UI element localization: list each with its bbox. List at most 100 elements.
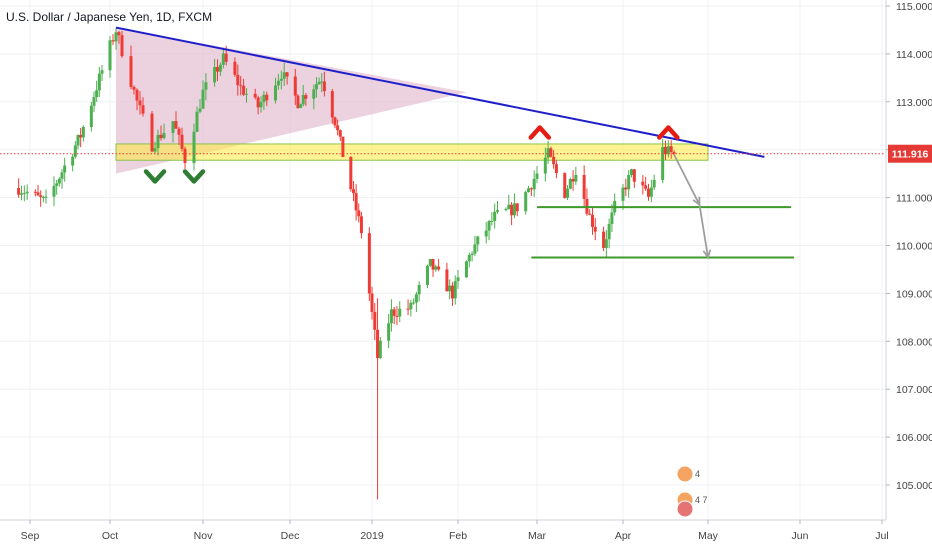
candle-body [409,302,413,310]
candle-body [224,53,228,62]
candle-body [239,85,243,87]
candle-body [71,156,75,166]
event-badge-label: 4 7 [695,495,708,505]
candle-body [546,148,550,158]
candle-body [132,86,136,90]
candle-body [259,102,263,108]
candle-body [320,81,324,83]
candle-body [336,125,340,131]
peak-marker-icon [528,125,552,140]
candle-body [566,188,570,198]
candle-body [414,294,418,303]
triangle-pattern-layer [116,27,467,174]
candle-body [510,204,514,216]
candle-body [129,56,133,87]
candle-body [221,53,225,65]
resistance-zone [115,143,709,161]
candle-body [431,259,435,270]
candle-body [177,128,181,135]
candle-body [57,178,61,184]
price-tick-label: 115.000 [896,1,932,13]
candle-body [370,293,374,312]
candle-body [92,97,96,106]
candle-body [437,266,441,270]
candle-body [588,213,592,215]
time-axis[interactable]: Sep Oct Nov Dec 2019 Feb Mar Apr May Jun Jul [0,519,889,542]
candle-body [627,175,631,190]
candle-body [412,302,416,304]
candle-body [44,196,48,198]
price-tick-label: 108.000 [896,336,932,348]
candle-body [476,236,480,245]
candle-body [445,269,449,292]
candle-body [666,146,670,155]
candle-body [647,188,650,197]
candle-body [632,169,636,182]
candle-body [392,309,396,316]
event-flag-icon [676,500,694,518]
candle-body [233,61,237,75]
last-price-value: 111.916 [892,149,929,161]
candle-body [159,134,163,139]
candle-body [317,81,321,85]
candle-body [89,105,93,128]
trough-marker-icon [182,169,206,184]
candle-body [330,91,334,118]
candle-body [406,308,410,310]
candle-body [448,285,452,292]
candle-body [496,210,499,212]
candle-body [322,81,326,92]
candle-body [79,135,83,138]
candle-body [535,173,539,179]
candle-body [183,148,187,163]
candle-body [95,90,99,98]
candle-body [216,66,219,72]
time-tick-label: Nov [194,530,213,542]
candle-body [25,191,29,194]
price-axis[interactable]: 115.000114.000113.000112.000111.000110.0… [885,0,932,520]
candle-body [256,97,260,108]
candle-body [22,193,26,195]
time-tick-label: Dec [281,530,300,542]
time-tick-label: Mar [528,530,547,542]
candle-body [373,311,377,330]
candle-body [484,230,488,237]
candle-body [610,212,614,224]
candle-body [450,285,454,299]
candle-body [253,93,257,98]
time-tick-label: 2019 [360,530,384,542]
candle-body [117,32,121,36]
candle-body [574,174,578,182]
candle-body [150,113,154,152]
candle-body [649,187,653,197]
candle-body [524,192,528,212]
candle-body [153,148,157,152]
candle-body [661,146,665,180]
candle-body [543,157,547,174]
candle-body [672,151,676,154]
candle-body [664,146,667,155]
candle-body [120,35,124,57]
candle-body [276,80,280,86]
event-flag-icon [676,465,694,483]
candle-body [487,221,491,231]
candle-body [357,210,361,217]
candle-body [279,78,283,81]
candle-body [359,216,363,234]
candle-body [192,131,196,163]
candle-body [376,329,380,359]
descending-trendline [115,26,765,158]
candle-body [76,135,80,146]
candle-body [389,309,393,324]
candle-body [453,281,457,299]
candle-body [512,203,516,216]
candle-body [568,178,572,189]
candle-body [171,121,175,133]
candle-body [473,244,477,254]
price-tick-label: 105.000 [896,480,932,492]
candle-body [314,84,318,90]
candle-body [354,193,358,211]
economic-event-badges[interactable]: 4 4 7 [676,465,708,518]
triangle-pattern [116,27,467,174]
